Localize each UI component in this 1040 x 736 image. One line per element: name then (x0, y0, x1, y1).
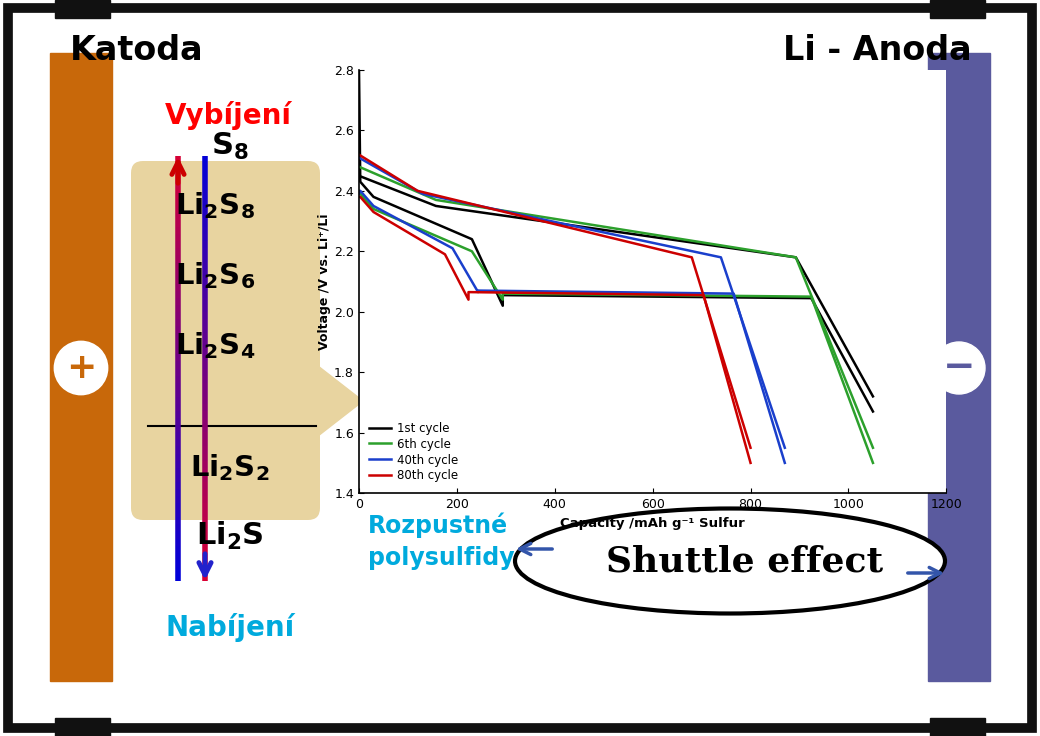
Bar (55, 718, 110, 736)
Text: Katoda: Katoda (70, 35, 204, 68)
40th cycle (779, 443, 791, 452)
1st cycle (643, 232, 655, 241)
1st cycle (503, 212, 516, 221)
40th cycle (520, 211, 532, 220)
80th cycle (501, 208, 514, 217)
1st cycle (353, 171, 365, 180)
Text: Vybíjení: Vybíjení (165, 102, 292, 130)
Text: +: + (66, 351, 96, 385)
1st cycle (866, 392, 879, 401)
Text: Nabíjení: Nabíjení (165, 614, 294, 643)
1st cycle (525, 215, 538, 224)
6th cycle (525, 210, 538, 219)
Line: 80th cycle: 80th cycle (359, 155, 751, 447)
40th cycle (353, 153, 365, 162)
Bar (930, 718, 985, 736)
Text: Li - Anoda: Li - Anoda (783, 35, 972, 68)
Text: $\mathbf{S_8}$: $\mathbf{S_8}$ (211, 130, 249, 161)
80th cycle (467, 200, 479, 209)
Bar (55, 0, 110, 18)
Line: 1st cycle: 1st cycle (359, 176, 873, 397)
Text: $\mathbf{Li_2S_6}$: $\mathbf{Li_2S_6}$ (175, 261, 255, 291)
6th cycle (402, 183, 415, 192)
Text: Rozpustné
polysulfidy: Rozpustné polysulfidy (368, 512, 515, 570)
6th cycle (866, 443, 879, 452)
6th cycle (503, 208, 516, 216)
Polygon shape (318, 366, 363, 436)
80th cycle (390, 174, 402, 183)
1st cycle (547, 219, 560, 227)
1st cycle (402, 191, 415, 199)
6th cycle (554, 216, 567, 224)
X-axis label: Capacity /mAh g⁻¹ Sulfur: Capacity /mAh g⁻¹ Sulfur (561, 517, 745, 529)
80th cycle (353, 150, 365, 159)
40th cycle (514, 210, 526, 219)
40th cycle (496, 206, 509, 215)
Ellipse shape (515, 509, 945, 614)
40th cycle (477, 202, 490, 211)
Line: 6th cycle: 6th cycle (359, 166, 873, 447)
Text: Shuttle effect: Shuttle effect (606, 544, 884, 578)
Circle shape (55, 342, 107, 394)
Bar (928, 53, 990, 681)
Legend: 1st cycle, 6th cycle, 40th cycle, 80th cycle: 1st cycle, 6th cycle, 40th cycle, 80th c… (365, 417, 463, 487)
Text: $\mathbf{Li_2S}$: $\mathbf{Li_2S}$ (197, 520, 264, 552)
Text: $\mathbf{Li_2S_4}$: $\mathbf{Li_2S_4}$ (175, 330, 255, 361)
Text: $\mathbf{Li_2S_2}$: $\mathbf{Li_2S_2}$ (190, 453, 269, 484)
Text: −: − (942, 348, 976, 386)
6th cycle (643, 230, 655, 238)
1st cycle (554, 219, 567, 228)
40th cycle (393, 177, 406, 185)
80th cycle (574, 226, 587, 235)
80th cycle (484, 204, 496, 213)
40th cycle (593, 227, 605, 236)
Bar (930, 0, 985, 18)
6th cycle (547, 214, 560, 223)
Y-axis label: Voltage /V vs. Li⁺/Li: Voltage /V vs. Li⁺/Li (318, 213, 332, 350)
FancyBboxPatch shape (131, 161, 320, 520)
6th cycle (353, 162, 365, 171)
Text: $\mathbf{Li_2S_8}$: $\mathbf{Li_2S_8}$ (175, 191, 255, 222)
80th cycle (745, 443, 757, 452)
Bar (50, 53, 112, 681)
Circle shape (933, 342, 985, 394)
Line: 40th cycle: 40th cycle (359, 158, 785, 447)
80th cycle (506, 210, 519, 219)
